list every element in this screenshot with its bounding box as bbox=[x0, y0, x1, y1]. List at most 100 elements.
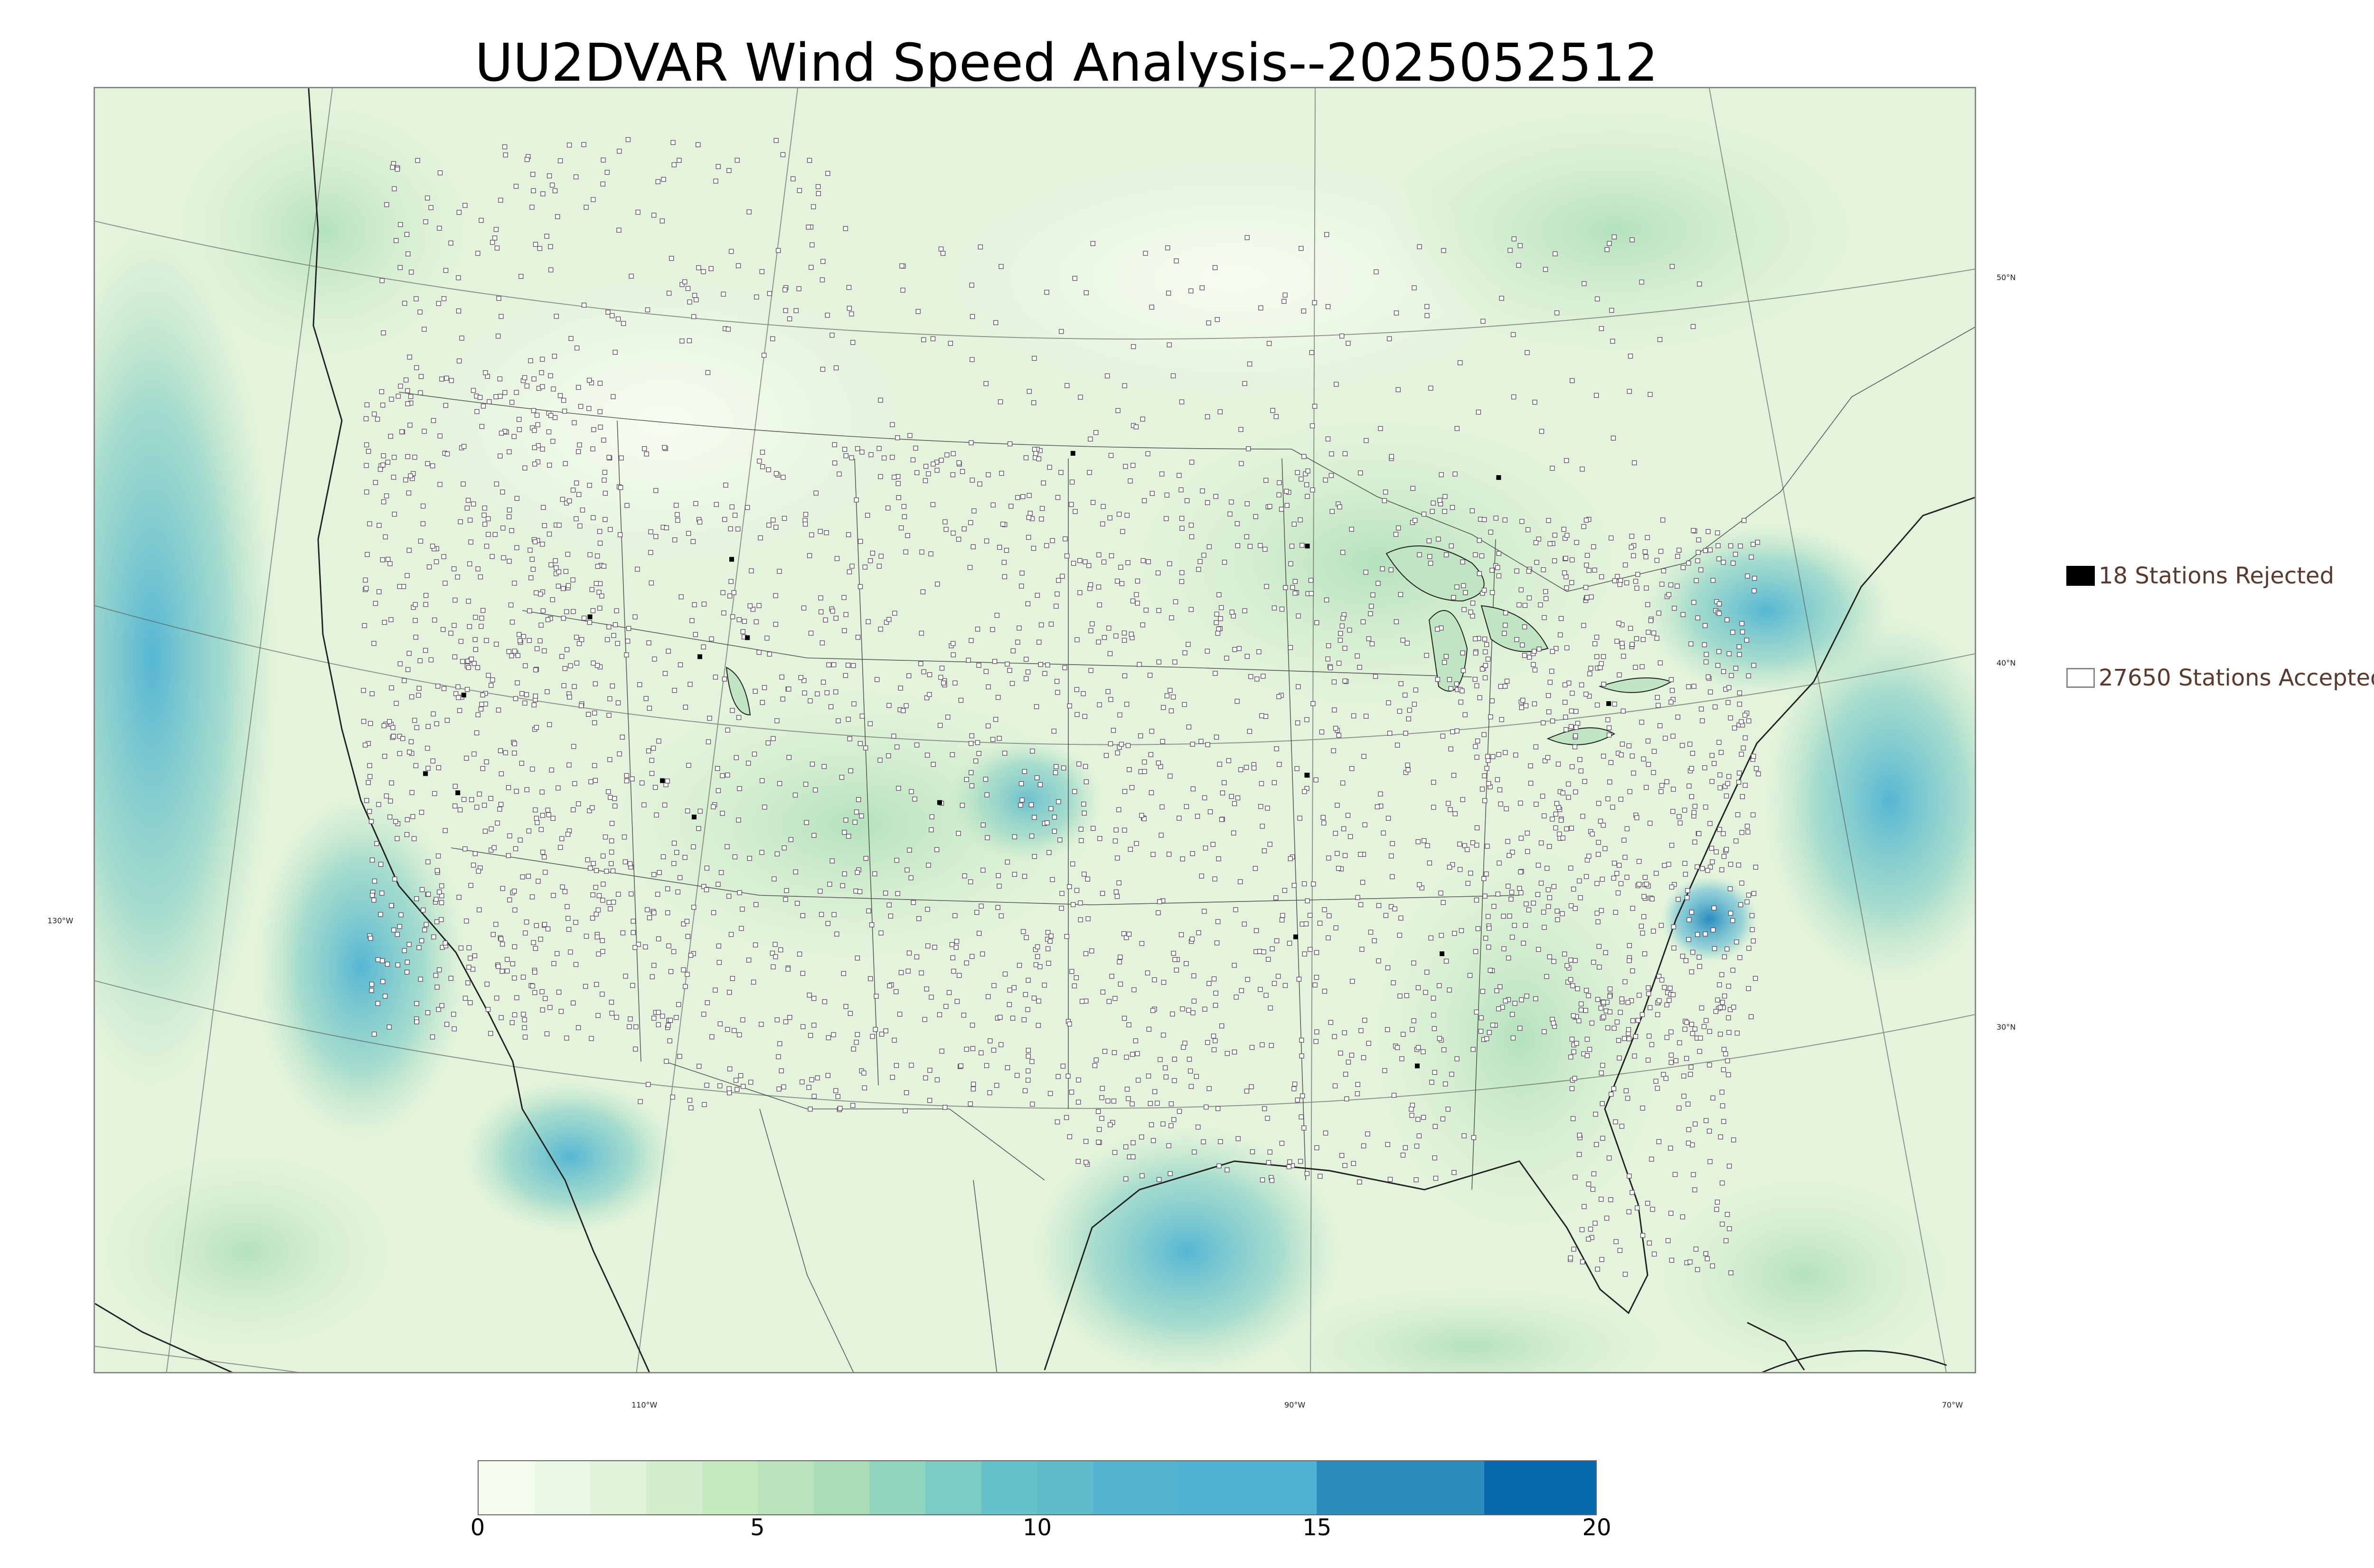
station-accepted-marker bbox=[385, 961, 390, 967]
station-accepted-marker bbox=[1112, 838, 1118, 844]
station-accepted-marker bbox=[490, 932, 496, 937]
station-accepted-marker bbox=[1096, 552, 1102, 557]
station-accepted-marker bbox=[953, 945, 959, 950]
station-accepted-marker bbox=[421, 503, 426, 509]
station-accepted-marker bbox=[1508, 896, 1514, 902]
station-accepted-marker bbox=[389, 685, 394, 691]
station-accepted-marker bbox=[460, 659, 465, 664]
station-accepted-marker bbox=[1106, 999, 1112, 1004]
station-accepted-marker bbox=[1427, 860, 1432, 866]
station-accepted-marker bbox=[409, 790, 415, 795]
station-accepted-marker bbox=[781, 475, 786, 480]
station-accepted-marker bbox=[1436, 536, 1441, 542]
station-accepted-marker bbox=[701, 601, 707, 607]
station-accepted-marker bbox=[911, 900, 916, 905]
station-accepted-marker bbox=[651, 963, 657, 968]
station-accepted-marker bbox=[951, 451, 956, 456]
station-accepted-marker bbox=[1634, 636, 1639, 641]
station-accepted-marker bbox=[552, 188, 558, 194]
station-accepted-marker bbox=[1612, 701, 1617, 707]
station-accepted-marker bbox=[1029, 834, 1035, 839]
station-accepted-marker bbox=[1179, 399, 1185, 404]
station-accepted-marker bbox=[971, 508, 977, 514]
station-accepted-marker bbox=[431, 711, 436, 717]
station-accepted-marker bbox=[764, 635, 770, 641]
station-accepted-marker bbox=[1163, 1065, 1168, 1070]
map-area[interactable] bbox=[94, 87, 1976, 1373]
station-accepted-marker bbox=[1752, 576, 1757, 581]
station-accepted-marker bbox=[1347, 834, 1353, 839]
station-accepted-marker bbox=[1350, 978, 1355, 984]
station-accepted-marker bbox=[524, 692, 529, 697]
station-accepted-marker bbox=[428, 657, 434, 663]
station-accepted-marker bbox=[422, 327, 427, 332]
station-accepted-marker bbox=[561, 586, 566, 591]
station-accepted-marker bbox=[441, 296, 447, 301]
station-accepted-marker bbox=[1383, 489, 1388, 495]
station-accepted-marker bbox=[950, 955, 955, 960]
station-accepted-marker bbox=[1717, 785, 1723, 790]
station-accepted-marker bbox=[1416, 1133, 1422, 1138]
station-accepted-marker bbox=[1296, 684, 1301, 689]
station-accepted-marker bbox=[859, 714, 865, 719]
station-accepted-marker bbox=[1281, 299, 1287, 304]
station-accepted-marker bbox=[1165, 245, 1170, 251]
station-accepted-marker bbox=[1528, 763, 1533, 769]
station-accepted-marker bbox=[1314, 1145, 1319, 1150]
station-accepted-marker bbox=[584, 933, 589, 939]
station-accepted-marker bbox=[1060, 1063, 1066, 1069]
station-accepted-marker bbox=[740, 906, 745, 912]
station-accepted-marker bbox=[1555, 761, 1561, 767]
station-accepted-marker bbox=[1594, 654, 1600, 659]
station-accepted-marker bbox=[636, 941, 641, 947]
station-accepted-marker bbox=[1083, 559, 1088, 564]
station-accepted-marker bbox=[574, 480, 579, 486]
station-accepted-marker bbox=[409, 694, 415, 700]
station-accepted-marker bbox=[548, 244, 553, 249]
station-accepted-marker bbox=[1719, 867, 1724, 873]
station-accepted-marker bbox=[1698, 567, 1704, 573]
station-accepted-marker bbox=[1100, 1086, 1105, 1091]
station-accepted-marker bbox=[1007, 987, 1012, 993]
station-accepted-marker bbox=[696, 826, 701, 831]
station-accepted-marker bbox=[1166, 291, 1171, 296]
station-accepted-marker bbox=[1398, 915, 1404, 921]
station-accepted-marker bbox=[520, 975, 526, 980]
station-accepted-marker bbox=[1519, 705, 1524, 710]
station-accepted-marker bbox=[1715, 543, 1721, 548]
station-accepted-marker bbox=[611, 633, 616, 638]
station-accepted-marker bbox=[1656, 610, 1661, 616]
station-accepted-marker bbox=[1481, 588, 1487, 593]
station-accepted-marker bbox=[969, 440, 974, 445]
station-accepted-marker bbox=[1140, 416, 1145, 422]
station-accepted-marker bbox=[1703, 623, 1708, 628]
station-accepted-marker bbox=[969, 282, 974, 288]
station-accepted-marker bbox=[486, 532, 491, 537]
station-accepted-marker bbox=[685, 934, 691, 939]
station-accepted-marker bbox=[653, 785, 658, 790]
station-accepted-marker bbox=[1461, 607, 1467, 612]
station-accepted-marker bbox=[1599, 1196, 1604, 1202]
wind-speed-map[interactable] bbox=[95, 88, 1976, 1373]
station-accepted-marker bbox=[1262, 1106, 1267, 1111]
station-accepted-marker bbox=[1034, 704, 1039, 709]
station-accepted-marker bbox=[662, 445, 667, 450]
station-accepted-marker bbox=[549, 182, 555, 188]
station-accepted-marker bbox=[620, 734, 625, 740]
station-accepted-marker bbox=[469, 657, 474, 662]
station-accepted-marker bbox=[1668, 1029, 1674, 1034]
station-accepted-marker bbox=[1433, 1175, 1439, 1181]
station-accepted-marker bbox=[561, 616, 566, 621]
station-accepted-marker bbox=[1608, 1197, 1613, 1202]
station-accepted-marker bbox=[1727, 886, 1733, 892]
station-accepted-marker bbox=[1079, 838, 1084, 843]
station-accepted-marker bbox=[588, 865, 593, 871]
station-accepted-marker bbox=[521, 1012, 526, 1017]
station-accepted-marker bbox=[513, 184, 519, 189]
station-accepted-marker bbox=[1748, 1014, 1754, 1019]
station-accepted-marker bbox=[423, 602, 428, 607]
station-accepted-marker bbox=[890, 455, 895, 460]
station-accepted-marker bbox=[1378, 426, 1383, 431]
station-accepted-marker bbox=[413, 763, 419, 769]
station-accepted-marker bbox=[1129, 785, 1135, 790]
